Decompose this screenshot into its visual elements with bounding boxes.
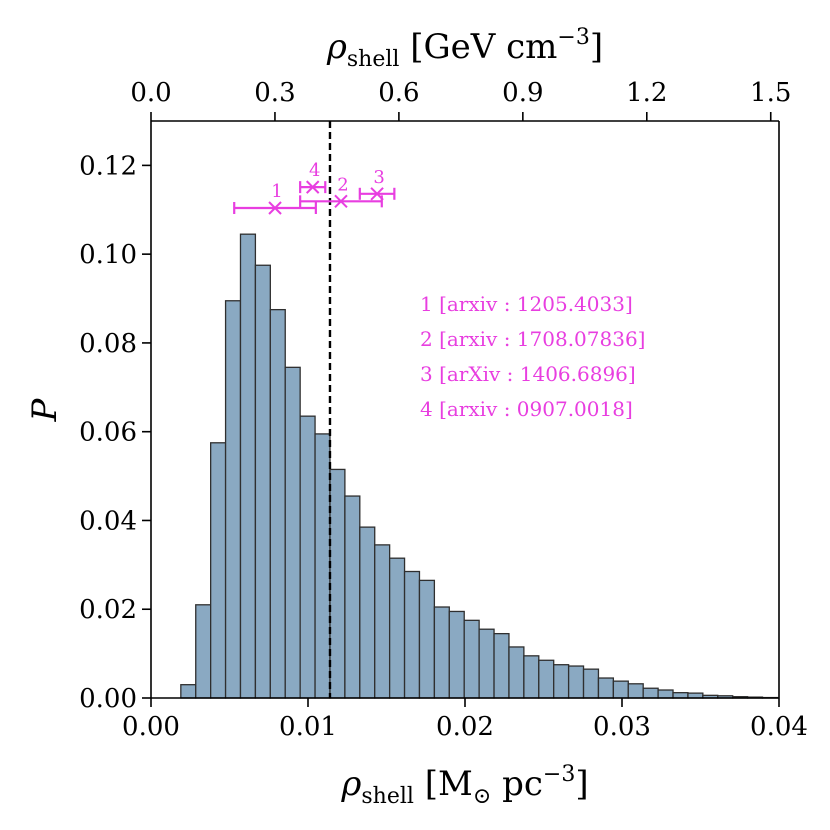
x-tick-label: 0.04 <box>750 712 808 742</box>
legend-entry: 3 [arXiv : 1406.6896] <box>420 362 636 386</box>
histogram-bar <box>567 665 585 699</box>
histogram-bar <box>329 468 346 699</box>
histogram-bar <box>612 680 629 699</box>
top-x-axis-label-symbol: ρ <box>326 27 347 67</box>
histogram-bar <box>195 604 212 699</box>
measurement-point-3: 3 <box>358 167 396 201</box>
measurement-label: 4 <box>309 160 320 181</box>
measurement-point-1: 1 <box>233 181 317 215</box>
measurement-label: 3 <box>373 167 384 188</box>
measurement-label: 2 <box>337 174 348 195</box>
histogram-bar <box>538 659 555 699</box>
legend-entry: 1 [arxiv : 1205.4033] <box>420 292 633 316</box>
y-tick-label: 0.08 <box>79 329 137 359</box>
histogram-bar <box>284 366 301 699</box>
x-axis-ticks: 0.00 0.01 0.02 0.03 0.04 <box>122 698 808 742</box>
y-tick-label: 0.12 <box>79 151 137 181</box>
histogram-bar <box>239 233 257 699</box>
x-axis-label: ρshell [M⊙ pc−3] <box>340 762 588 809</box>
top-x-axis-label-unit-close: ] <box>590 27 603 67</box>
y-tick-label: 0.02 <box>79 595 137 625</box>
histogram-bar <box>657 689 674 699</box>
y-axis-ticks: 0.00 0.02 0.04 0.06 0.08 0.10 0.12 <box>79 151 151 714</box>
top-x-axis-label-unit-open: [GeV cm <box>399 27 557 67</box>
histogram-bar <box>553 664 570 699</box>
histogram-bar <box>597 677 615 699</box>
top-x-axis-ticks: 0.0 0.3 0.6 0.9 1.2 1.5 <box>130 78 791 121</box>
top-x-tick-label: 0.3 <box>254 78 295 108</box>
histogram-bar <box>523 655 540 699</box>
measurement-marker <box>268 201 282 215</box>
y-tick-label: 0.00 <box>79 684 137 714</box>
legend-entry: 2 [arxiv : 1708.07836] <box>420 327 645 351</box>
histogram-bar <box>478 628 495 699</box>
histogram-bar <box>582 668 600 699</box>
measurement-point-4: 4 <box>299 160 327 194</box>
histogram-bar <box>269 308 286 699</box>
histogram-bar <box>210 442 227 699</box>
top-x-axis-label-unit-superscript: −3 <box>557 25 589 50</box>
y-tick-label: 0.10 <box>79 240 137 270</box>
histogram-bar <box>224 300 242 699</box>
x-tick-label: 0.00 <box>122 712 180 742</box>
histogram-bar <box>180 684 197 699</box>
x-axis-label-unit-subscript: ⊙ <box>473 784 491 809</box>
reference-legend: 1 [arxiv : 1205.4033] 2 [arxiv : 1708.078… <box>420 292 645 421</box>
x-axis-label-unit-open: [M <box>414 764 473 804</box>
top-x-tick-label: 0.9 <box>502 78 543 108</box>
x-axis-label-subscript: shell <box>361 784 414 809</box>
histogram-bar <box>627 683 644 699</box>
y-tick-label: 0.06 <box>79 418 137 448</box>
measurement-marker <box>370 187 384 201</box>
measurement-label: 1 <box>271 181 282 202</box>
x-tick-label: 0.01 <box>279 712 337 742</box>
histogram-bar <box>254 264 271 699</box>
x-axis-label-unit-mid: pc <box>491 764 543 804</box>
x-axis-label-unit-close: ] <box>575 764 588 804</box>
histogram-bar <box>448 610 465 699</box>
top-x-tick-label: 1.2 <box>626 78 667 108</box>
top-x-tick-label: 0.6 <box>378 78 419 108</box>
histogram-bar <box>433 606 450 699</box>
histogram-bar <box>314 433 331 699</box>
histogram-bar <box>463 619 480 699</box>
histogram-bar <box>299 415 316 699</box>
histogram-bar <box>418 579 436 699</box>
x-tick-label: 0.02 <box>436 712 494 742</box>
measurement-points: 1 2 3 4 <box>233 160 396 215</box>
top-x-tick-label: 1.5 <box>750 78 791 108</box>
histogram-bar <box>508 646 525 699</box>
x-axis-label-unit-superscript: −3 <box>543 762 575 787</box>
y-tick-label: 0.04 <box>79 506 137 536</box>
y-axis-label: P <box>25 397 65 422</box>
histogram-bar <box>493 632 510 699</box>
histogram-bars <box>180 233 779 699</box>
histogram-bar <box>344 495 361 699</box>
histogram-bar <box>374 544 391 699</box>
top-x-axis-label: ρshell [GeV cm−3] <box>326 25 603 72</box>
histogram-bar <box>359 526 376 699</box>
histogram-bar <box>388 557 406 699</box>
top-x-tick-label: 0.0 <box>130 78 171 108</box>
histogram-bar <box>642 687 659 699</box>
top-x-axis-label-subscript: shell <box>347 47 400 72</box>
x-tick-label: 0.03 <box>593 712 651 742</box>
legend-entry: 4 [arxiv : 0907.0018] <box>420 397 633 421</box>
measurement-marker <box>334 194 348 209</box>
x-axis-label-symbol: ρ <box>340 764 361 804</box>
measurement-marker <box>306 180 320 194</box>
histogram-bar <box>403 570 421 699</box>
